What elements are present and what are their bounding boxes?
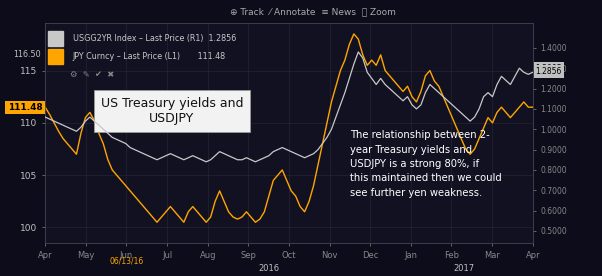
Text: USGG2YR Index – Last Price (R1)  1.2856: USGG2YR Index – Last Price (R1) 1.2856 <box>73 34 236 43</box>
Text: ⊕ Track  ⁄ Annotate  ≡ News  ⌕ Zoom: ⊕ Track ⁄ Annotate ≡ News ⌕ Zoom <box>230 7 396 16</box>
Text: 06/13/16: 06/13/16 <box>110 256 143 265</box>
Bar <box>48 49 63 64</box>
Text: US Treasury yields and
USDJPY: US Treasury yields and USDJPY <box>101 97 243 125</box>
Text: 2017: 2017 <box>453 264 474 273</box>
Text: 2016: 2016 <box>258 264 279 273</box>
Text: 1.2856: 1.2856 <box>536 67 562 76</box>
Text: 1.3005: 1.3005 <box>536 63 562 73</box>
Text: JPY Curncy – Last Price (L1)       111.48: JPY Curncy – Last Price (L1) 111.48 <box>73 52 226 61</box>
Bar <box>48 31 63 46</box>
Text: ⚙  ✎  ✔  ✖: ⚙ ✎ ✔ ✖ <box>70 70 115 79</box>
Text: The relationship between 2-
year Treasury yields and
USDJPY is a strong 80%, if
: The relationship between 2- year Treasur… <box>350 130 501 198</box>
Text: 116.50: 116.50 <box>13 50 41 59</box>
Text: 111.48: 111.48 <box>8 103 42 112</box>
